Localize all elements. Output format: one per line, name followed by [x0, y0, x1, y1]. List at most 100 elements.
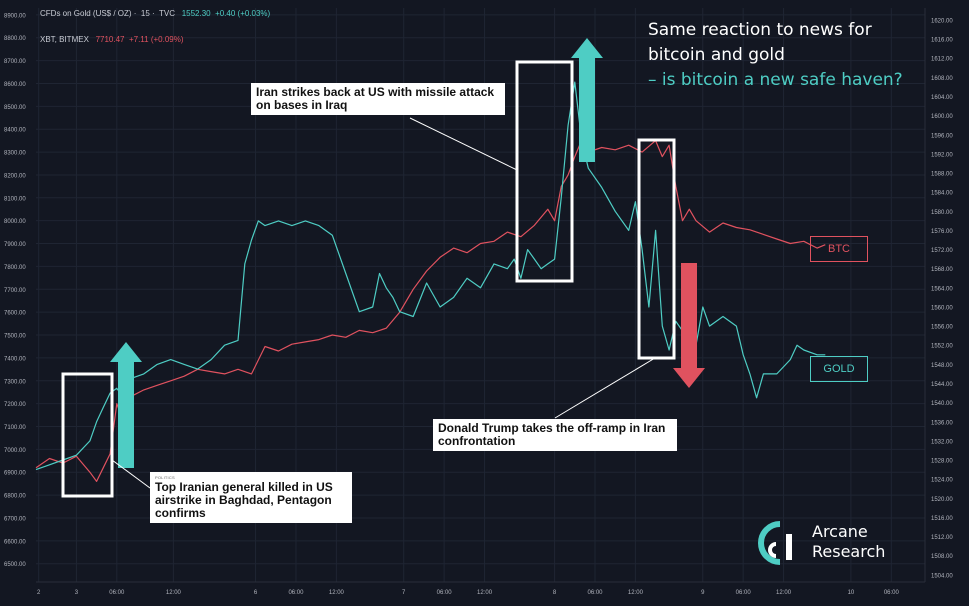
legend-gold: GOLD	[810, 356, 868, 382]
x-axis-ticks: 2 3 06:00 12:00 6 06:00 12:00 7 06:00 12:00 8 06:00…	[37, 590, 899, 596]
x-tick-label: 06:00	[736, 590, 752, 596]
up-arrow-icon	[571, 38, 603, 162]
brand-name: Arcane Research	[812, 522, 885, 562]
x-tick-label: 06:00	[587, 590, 603, 596]
left-tick-label: 8100.00	[4, 196, 26, 202]
headline-line-2: bitcoin and gold	[648, 45, 785, 65]
right-tick-label: 1564.00	[931, 286, 953, 292]
compare-price: 7710.47	[95, 35, 125, 44]
right-tick-label: 1580.00	[931, 210, 953, 216]
right-tick-label: 1504.00	[931, 573, 953, 579]
brand-logo-icon	[758, 521, 792, 565]
right-tick-label: 1552.00	[931, 344, 953, 350]
highlight-box-iran	[515, 60, 574, 283]
data-source: TVC	[159, 9, 176, 18]
right-tick-label: 1584.00	[931, 191, 953, 197]
callout-text: Iran strikes back at US with missile att…	[256, 85, 495, 112]
left-tick-label: 7800.00	[4, 265, 26, 271]
right-tick-label: 1516.00	[931, 516, 953, 522]
right-tick-label: 1544.00	[931, 382, 953, 388]
x-tick-label: 12:00	[628, 590, 644, 596]
right-tick-label: 1576.00	[931, 229, 953, 235]
callout-leader-line	[409, 117, 518, 171]
down-arrow-icon	[673, 263, 705, 388]
left-tick-label: 8900.00	[4, 13, 26, 19]
callout-leader-line	[111, 459, 151, 489]
right-tick-label: 1608.00	[931, 76, 953, 82]
price-series	[35, 81, 826, 482]
symbol-name: CFDs on Gold (US$ / OZ)	[40, 9, 132, 18]
right-tick-label: 1532.00	[931, 439, 953, 445]
right-tick-label: 1596.00	[931, 133, 953, 139]
price-change: +0.40 (+0.03%)	[215, 9, 271, 18]
left-tick-label: 7600.00	[4, 311, 26, 317]
right-tick-label: 1512.00	[931, 535, 953, 541]
callout-trump-offramp: Donald Trump takes the off-ramp in Iran …	[433, 419, 677, 451]
callout-kicker: POLITICS	[155, 475, 175, 480]
left-tick-label: 7400.00	[4, 356, 26, 362]
callout-text: Donald Trump takes the off-ramp in Iran …	[438, 421, 666, 448]
x-tick-label: 7	[402, 590, 406, 596]
right-tick-label: 1604.00	[931, 95, 953, 101]
left-tick-label: 6600.00	[4, 539, 26, 545]
left-tick-label: 8700.00	[4, 59, 26, 65]
left-tick-label: 7100.00	[4, 425, 26, 431]
x-tick-label: 12:00	[776, 590, 792, 596]
left-tick-label: 8400.00	[4, 128, 26, 134]
right-tick-label: 1536.00	[931, 420, 953, 426]
left-tick-label: 7700.00	[4, 288, 26, 294]
series-line-gold	[35, 81, 826, 471]
last-price: 1552.30	[181, 9, 211, 18]
left-tick-label: 6900.00	[4, 471, 26, 477]
brand-line-1: Arcane	[812, 522, 868, 541]
left-tick-label: 7300.00	[4, 379, 26, 385]
right-tick-label: 1600.00	[931, 114, 953, 120]
x-tick-label: 06:00	[884, 590, 900, 596]
right-tick-label: 1520.00	[931, 497, 953, 503]
x-tick-label: 10	[848, 590, 855, 596]
headline: Same reaction to news for bitcoin and go…	[648, 18, 903, 93]
left-tick-label: 8200.00	[4, 173, 26, 179]
interval: 15	[140, 9, 150, 18]
chart-header: CFDs on Gold (US$ / OZ) · 15 · TVC 1552.…	[40, 9, 271, 18]
series-line-btc	[35, 140, 826, 482]
callout-text: Top Iranian general killed in US airstri…	[155, 480, 333, 520]
legend-btc: BTC	[810, 236, 868, 262]
compare-change: +7.11 (+0.09%)	[128, 35, 184, 44]
right-tick-label: 1540.00	[931, 401, 953, 407]
x-tick-label: 3	[75, 590, 79, 596]
left-tick-label: 8800.00	[4, 36, 26, 42]
brand-line-2: Research	[812, 542, 886, 561]
right-tick-label: 1592.00	[931, 152, 953, 158]
left-tick-label: 7200.00	[4, 402, 26, 408]
right-tick-label: 1620.00	[931, 18, 953, 24]
x-tick-label: 9	[701, 590, 705, 596]
callout-general-killed: POLITICS Top Iranian general killed in U…	[150, 472, 352, 523]
up-arrow-icon	[110, 342, 142, 468]
right-tick-label: 1524.00	[931, 478, 953, 484]
right-tick-label: 1588.00	[931, 172, 953, 178]
left-tick-label: 7000.00	[4, 448, 26, 454]
annotation-overlays	[61, 38, 792, 565]
x-tick-label: 12:00	[166, 590, 182, 596]
left-tick-label: 8000.00	[4, 219, 26, 225]
right-tick-label: 1568.00	[931, 267, 953, 273]
right-tick-label: 1612.00	[931, 57, 953, 63]
left-axis-ticks: 6500.00 6600.00 6700.00 6800.00 6900.00 7000.…	[4, 13, 26, 568]
right-tick-label: 1572.00	[931, 248, 953, 254]
right-tick-label: 1548.00	[931, 363, 953, 369]
x-tick-label: 06:00	[109, 590, 125, 596]
right-tick-label: 1508.00	[931, 554, 953, 560]
x-tick-label: 6	[254, 590, 258, 596]
x-tick-label: 12:00	[477, 590, 493, 596]
left-tick-label: 6500.00	[4, 562, 26, 568]
headline-line-1: Same reaction to news for	[648, 20, 872, 40]
left-tick-label: 6700.00	[4, 516, 26, 522]
x-tick-label: 2	[37, 590, 41, 596]
left-tick-label: 7500.00	[4, 334, 26, 340]
compare-symbol: XBT, BITMEX	[40, 35, 89, 44]
left-tick-label: 8600.00	[4, 82, 26, 88]
right-tick-label: 1556.00	[931, 325, 953, 331]
left-tick-label: 6800.00	[4, 494, 26, 500]
